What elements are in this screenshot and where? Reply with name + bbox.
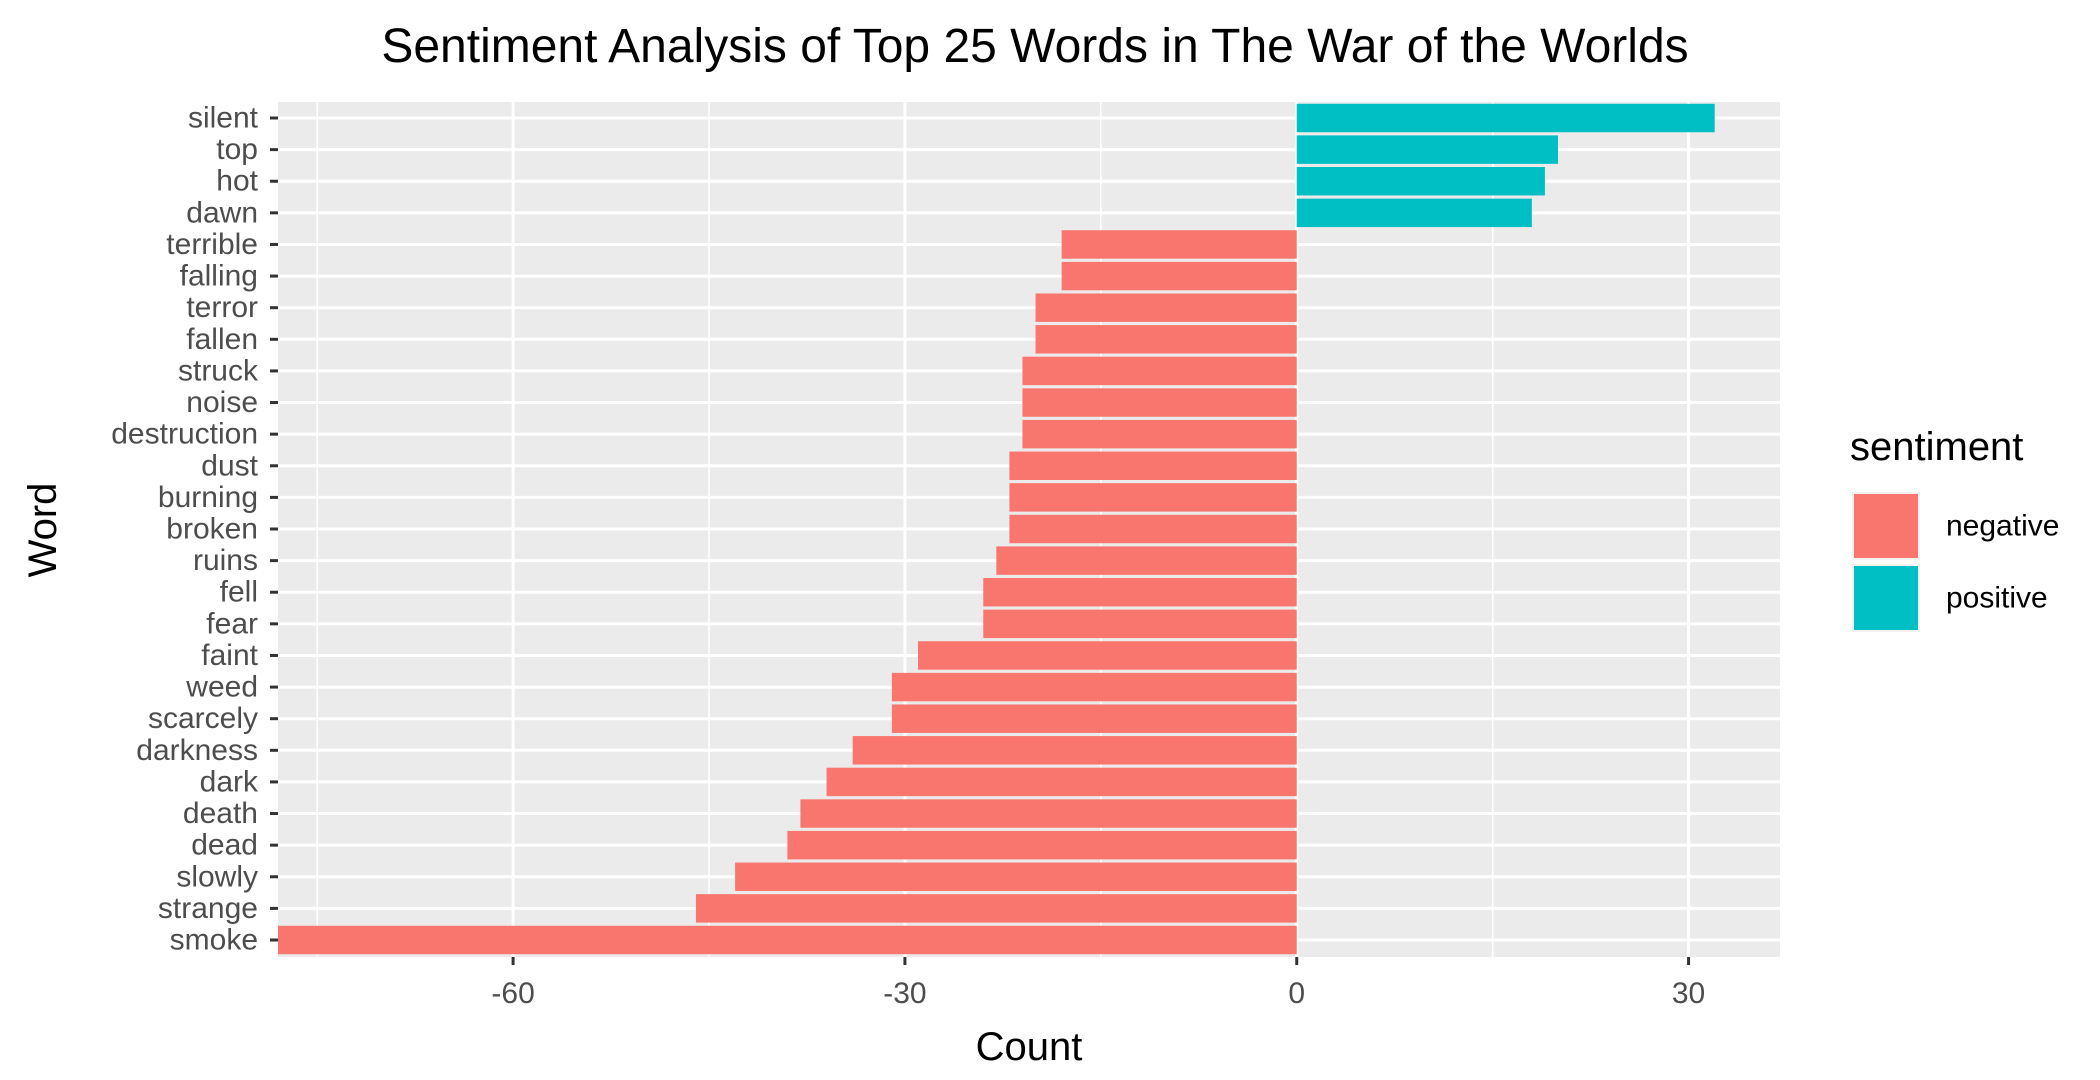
- bar-broken: [1009, 514, 1297, 544]
- y-tick-label: scarcely: [148, 702, 258, 735]
- y-tick-label: smoke: [170, 924, 258, 957]
- bar-death: [800, 799, 1297, 828]
- bar-strange: [695, 894, 1297, 923]
- y-tick-label: falling: [180, 260, 258, 293]
- bar-dark: [826, 767, 1297, 797]
- legend-title: sentiment: [1850, 425, 2023, 469]
- bar-dawn: [1296, 198, 1532, 228]
- y-axis-title: Word: [21, 483, 65, 578]
- x-axis-title: Count: [976, 1025, 1083, 1069]
- bar-ruins: [996, 546, 1297, 575]
- y-tick-label: dead: [191, 829, 258, 862]
- y-tick-label: darkness: [136, 734, 258, 767]
- legend-label-positive: positive: [1946, 582, 2048, 615]
- legend: sentiment negative positive: [1850, 425, 2059, 632]
- bar-hot: [1296, 167, 1545, 196]
- x-axis: -60 -30 0 30: [491, 957, 1705, 1010]
- bar-fell: [983, 578, 1297, 607]
- bar-top: [1296, 135, 1558, 164]
- y-tick-label: death: [183, 797, 258, 830]
- bar-silent: [1296, 103, 1715, 133]
- legend-swatch-positive: [1854, 566, 1918, 630]
- bar-slowly: [735, 862, 1297, 891]
- bar-faint: [917, 641, 1297, 670]
- y-tick-label: hot: [216, 165, 258, 198]
- y-tick-label: slowly: [176, 860, 258, 893]
- bar-terror: [1035, 293, 1297, 322]
- y-tick-label: weed: [185, 671, 258, 704]
- y-tick-label: silent: [188, 102, 259, 135]
- y-tick-label: strange: [158, 892, 258, 925]
- bar-dust: [1009, 451, 1297, 480]
- y-tick-label: fear: [206, 607, 258, 640]
- bar-terrible: [1061, 230, 1297, 259]
- bar-burning: [1009, 483, 1297, 512]
- legend-swatch-negative: [1854, 494, 1918, 558]
- x-tick-label: 30: [1672, 977, 1705, 1010]
- y-tick-label: noise: [186, 386, 258, 419]
- bar-falling: [1061, 261, 1297, 291]
- y-tick-label: terror: [186, 291, 258, 324]
- y-tick-label: burning: [158, 481, 258, 514]
- y-tick-label: terrible: [166, 228, 258, 261]
- y-tick-label: dust: [201, 449, 258, 482]
- y-tick-label: struck: [178, 354, 259, 387]
- bar-dead: [787, 830, 1297, 860]
- y-tick-label: top: [216, 133, 258, 166]
- legend-label-negative: negative: [1946, 510, 2059, 543]
- bar-darkness: [852, 736, 1297, 765]
- bar-struck: [1022, 356, 1297, 386]
- x-tick-label: -60: [491, 977, 534, 1010]
- bar-noise: [1022, 388, 1297, 417]
- y-tick-label: ruins: [193, 544, 258, 577]
- bar-smoke: [278, 925, 1297, 955]
- y-tick-label: dark: [200, 765, 259, 798]
- bars: [278, 103, 1715, 955]
- y-axis: silenttophotdawnterriblefallingterrorfal…: [111, 102, 278, 957]
- y-tick-label: dawn: [186, 196, 258, 229]
- x-tick-label: -30: [883, 977, 926, 1010]
- y-tick-label: faint: [201, 639, 258, 672]
- bar-destruction: [1022, 419, 1297, 449]
- chart-title: Sentiment Analysis of Top 25 Words in Th…: [381, 20, 1688, 73]
- x-tick-label: 0: [1288, 977, 1305, 1010]
- y-tick-label: fallen: [186, 323, 258, 356]
- bar-weed: [891, 672, 1297, 702]
- y-tick-label: broken: [166, 513, 258, 546]
- bar-fallen: [1035, 325, 1297, 354]
- y-tick-label: fell: [220, 576, 258, 609]
- y-tick-label: destruction: [111, 418, 258, 451]
- bar-fear: [983, 609, 1297, 639]
- bar-scarcely: [891, 704, 1297, 733]
